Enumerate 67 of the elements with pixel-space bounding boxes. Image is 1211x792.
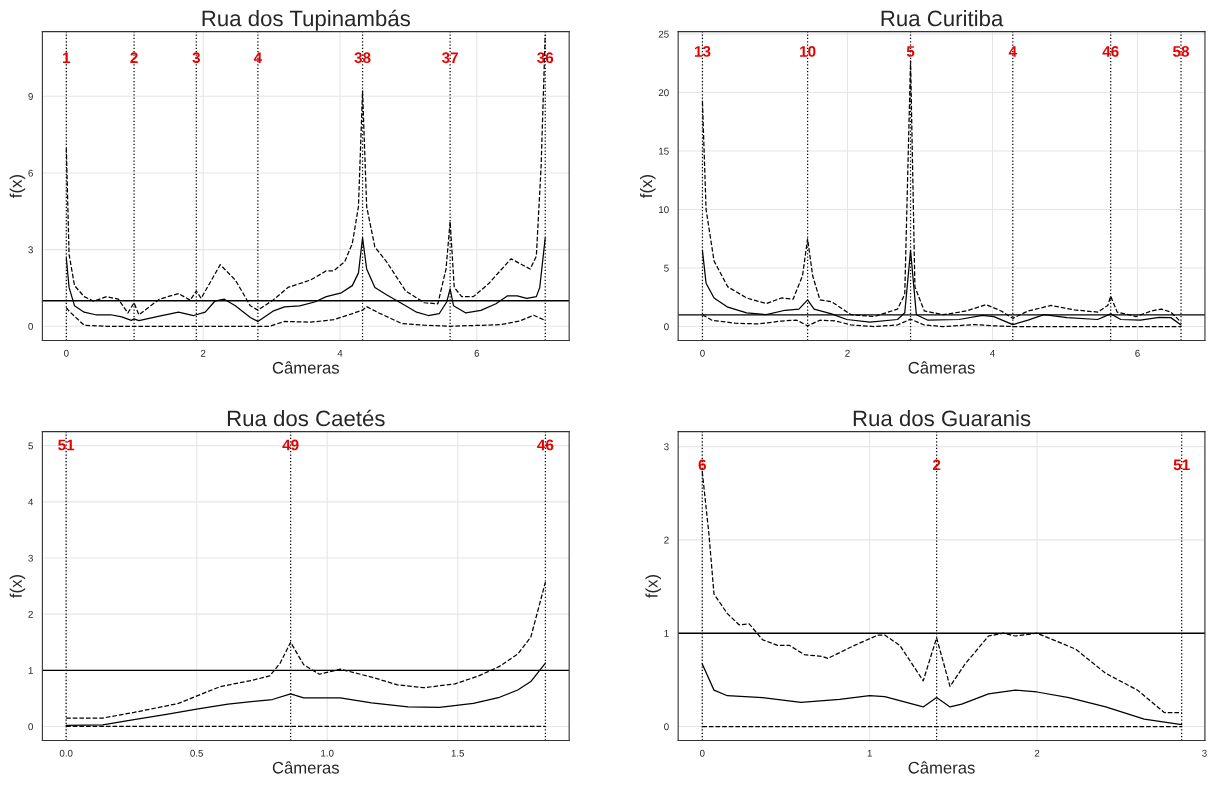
y-tick-label: 15	[659, 147, 669, 155]
chart-title: Rua dos Tupinambás	[202, 9, 410, 31]
y-tick-label: 5	[664, 264, 669, 272]
x-tick-label: 6	[1135, 349, 1140, 357]
annotation: 13	[694, 46, 711, 57]
y-tick-label: 9	[28, 93, 33, 100]
x-axis-title: Câmeras	[272, 761, 339, 774]
x-tick-label: 6	[474, 349, 480, 357]
annotation: 49	[282, 439, 299, 451]
y-tick-label: 5	[28, 442, 33, 450]
y-tick-label: 0	[28, 322, 33, 330]
annotation: 2	[130, 52, 138, 63]
annotation: 6	[698, 459, 706, 471]
x-tick-label: 1	[867, 749, 872, 757]
x-tick-label: 1.5	[451, 749, 465, 757]
x-tick-label: 2	[845, 349, 850, 357]
chart-title: Rua dos Caetés	[227, 409, 385, 427]
y-tick-label: 1	[28, 667, 33, 674]
y-tick-label: 0	[664, 723, 669, 731]
annotation: 3	[192, 52, 201, 64]
x-axis-title: Câmeras	[272, 361, 339, 374]
x-tick-label: 0	[699, 749, 705, 757]
x-axis-title: Câmeras	[908, 361, 975, 374]
y-tick-label: 20	[658, 89, 669, 97]
x-axis-title: Câmeras	[908, 761, 975, 774]
y-tick-label: 6	[28, 169, 33, 177]
x-tick-label: 1.0	[321, 749, 334, 757]
x-tick-label: 0.0	[59, 749, 73, 757]
y-tick-label: 25	[658, 30, 669, 38]
y-axis-title: f(x)	[645, 575, 661, 598]
annotation: 46	[1102, 46, 1119, 57]
x-tick-label: 4	[337, 349, 343, 357]
y-tick-label: 0	[28, 723, 33, 731]
annotation: 58	[1172, 46, 1190, 57]
y-tick-label: 2	[28, 610, 33, 618]
annotation: 38	[354, 52, 371, 64]
x-tick-label: 0	[700, 349, 705, 357]
annotation: 51	[58, 439, 75, 451]
y-tick-label: 2	[664, 536, 669, 544]
y-tick-label: 3	[664, 443, 669, 451]
annotation: 4	[1008, 46, 1017, 57]
annotation: 37	[441, 52, 458, 64]
annotation: 36	[537, 52, 554, 64]
x-tick-label: 2	[200, 349, 206, 357]
y-tick-label: 0	[664, 323, 669, 331]
annotation: 1	[63, 52, 71, 63]
y-tick-label: 10	[659, 206, 669, 214]
y-tick-label: 3	[28, 554, 33, 562]
annotation: 51	[1173, 459, 1190, 471]
x-tick-label: 2	[1034, 749, 1040, 757]
annotation: 2	[932, 459, 941, 471]
x-tick-label: 4	[990, 349, 995, 357]
y-tick-label: 4	[28, 498, 34, 506]
x-tick-label: 0	[64, 349, 69, 357]
annotation: 4	[253, 52, 263, 63]
y-tick-label: 3	[28, 246, 33, 254]
annotation: 10	[800, 46, 816, 57]
y-axis-title: f(x)	[9, 575, 26, 598]
chart-title: Rua Curitiba	[881, 10, 1004, 27]
annotation: 46	[537, 439, 554, 451]
y-axis-title: f(x)	[9, 175, 26, 198]
y-axis-title: f(x)	[640, 175, 656, 198]
x-tick-label: 0.5	[190, 749, 204, 757]
annotation: 5	[906, 46, 915, 57]
y-tick-label: 1	[664, 630, 669, 637]
chart-title: Rua dos Guaranis	[853, 409, 1031, 427]
x-tick-label: 3	[1202, 749, 1207, 757]
